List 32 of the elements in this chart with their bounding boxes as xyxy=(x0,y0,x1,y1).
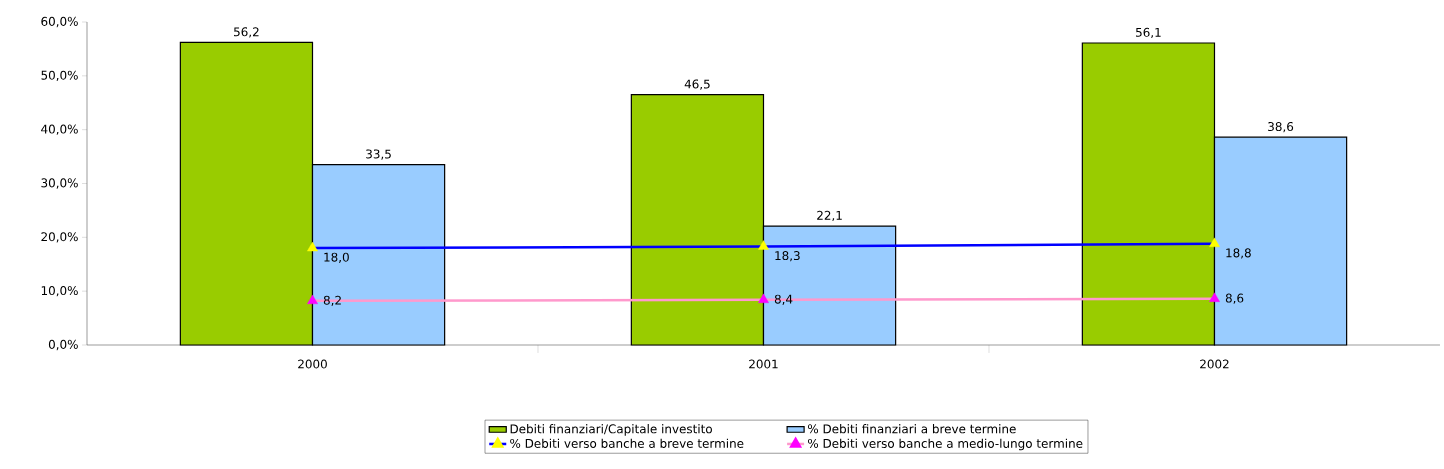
data-label: 22,1 xyxy=(817,210,842,222)
data-label: 56,2 xyxy=(234,27,259,38)
y-tick-label: 20,0% xyxy=(41,232,78,243)
x-tick-label: 2000 xyxy=(298,359,327,369)
data-label: 18,0 xyxy=(324,252,349,263)
data-label: 46,5 xyxy=(684,79,710,90)
y-tick-label: 0,0% xyxy=(48,339,78,351)
legend-label: % Debiti verso banche a breve termine xyxy=(510,438,744,448)
data-label: 18,3 xyxy=(775,251,800,262)
legend-label: % Debiti finanziari a breve termine xyxy=(808,424,1016,434)
data-label: 38,6 xyxy=(1268,122,1294,133)
legend-label: % Debiti verso banche a medio-lungo termine xyxy=(808,438,1083,451)
x-tick-label: 2002 xyxy=(1200,359,1229,369)
data-label: 56,1 xyxy=(1136,27,1161,39)
point xyxy=(758,293,769,303)
y-tick-label: 50,0% xyxy=(41,70,78,81)
legend-label: Debiti finanziari/Capitale investito xyxy=(510,424,712,436)
data-label: 8,4 xyxy=(774,294,793,305)
x-tick-label: 2001 xyxy=(749,359,778,369)
data-label: 8,2 xyxy=(323,295,341,306)
y-tick-label: 40,0% xyxy=(41,124,78,135)
point xyxy=(1209,237,1220,247)
y-tick-label: 10,0% xyxy=(41,286,78,297)
data-label: 33,5 xyxy=(366,149,391,160)
point xyxy=(307,294,318,305)
y-tick-label: 30,0% xyxy=(41,178,78,189)
data-label: 8,6 xyxy=(1225,293,1244,304)
point xyxy=(758,240,769,250)
y-tick-label: 60,0% xyxy=(41,16,78,28)
data-label: 18,8 xyxy=(1226,248,1251,259)
point xyxy=(1209,292,1220,302)
point xyxy=(307,241,318,252)
